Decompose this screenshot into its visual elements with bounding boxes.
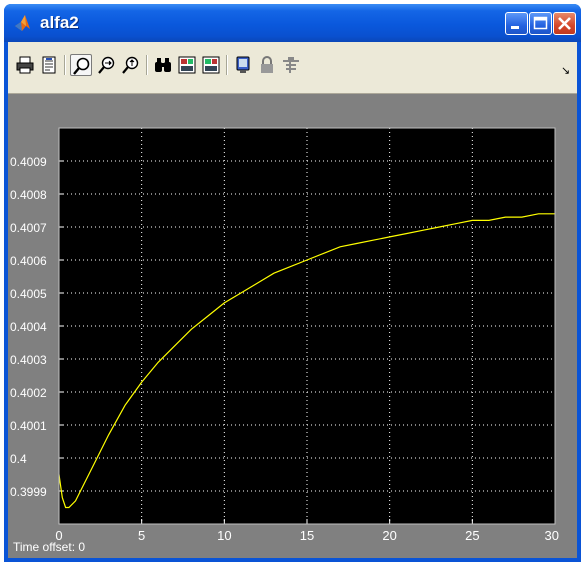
close-icon <box>558 17 571 30</box>
toolbar-dock-arrow-icon[interactable]: ↘ <box>561 65 571 77</box>
lock-axes-button[interactable] <box>256 54 278 76</box>
floating-scope-button[interactable] <box>232 54 254 76</box>
toolbar-separator <box>146 55 148 75</box>
x-tick-label: 25 <box>465 528 479 543</box>
scope-plot-area: 0 5 10 15 20 25 30 0.3999 0.4 0.4001 0.4002 0.4003 0… <box>8 94 577 558</box>
y-tick-label: 0.4006 <box>10 254 47 268</box>
printer-icon <box>16 56 34 74</box>
zoom-x-button[interactable] <box>96 54 118 76</box>
signal-selector-icon <box>283 57 299 73</box>
y-tick-label: 0.4009 <box>10 155 47 169</box>
y-tick-label: 0.4003 <box>10 353 47 367</box>
save-axes-button[interactable] <box>176 54 198 76</box>
x-tick-label: 10 <box>217 528 231 543</box>
series-line <box>58 213 555 509</box>
y-tick-label: 0.4002 <box>10 386 47 400</box>
maximize-button[interactable] <box>529 12 552 35</box>
autoscale-button[interactable] <box>152 54 174 76</box>
title-bar[interactable]: alfa2 <box>4 4 581 42</box>
x-tick-label: 5 <box>138 528 145 543</box>
matlab-logo-icon <box>15 15 30 31</box>
scope-chart[interactable]: 0 5 10 15 20 25 30 0.3999 0.4 0.4001 0.4002 0.4003 0… <box>8 94 577 558</box>
toolbar-separator <box>226 55 228 75</box>
y-tick-label: 0.4004 <box>10 320 47 334</box>
y-tick-label: 0.4 <box>10 452 27 466</box>
zoom-y-icon <box>122 56 139 74</box>
print-button[interactable] <box>14 54 36 76</box>
maximize-icon <box>533 16 548 30</box>
parameters-icon <box>42 56 56 74</box>
floating-scope-icon <box>236 56 250 73</box>
minimize-button[interactable] <box>505 12 528 35</box>
y-tick-label: 0.4007 <box>10 221 47 235</box>
lock-icon <box>261 56 273 73</box>
y-tick-label: 0.3999 <box>10 485 47 499</box>
time-offset-value: 0 <box>78 540 86 554</box>
binoculars-icon <box>155 58 171 72</box>
x-tick-label: 15 <box>300 528 314 543</box>
signal-selector-button[interactable] <box>280 54 302 76</box>
toolbar-separator <box>64 55 66 75</box>
y-tick-label: 0.4008 <box>10 188 47 202</box>
zoom-button[interactable] <box>70 54 92 76</box>
plot-frame <box>58 127 556 525</box>
scope-client-area: ↘ 0 5 10 15 20 25 30 0.3999 0.4 0.4001 0.4002 0.400… <box>8 42 577 558</box>
zoom-x-icon <box>98 56 115 74</box>
zoom-magnifier-icon <box>73 57 90 75</box>
x-tick-label: 20 <box>382 528 396 543</box>
restore-axes-icon <box>202 56 220 74</box>
close-button[interactable] <box>553 12 576 35</box>
window-title: alfa2 <box>40 13 79 32</box>
restore-axes-button[interactable] <box>200 54 222 76</box>
x-tick-label: 30 <box>545 528 559 543</box>
parameters-button[interactable] <box>38 54 60 76</box>
time-offset-label: Time offset: 0 <box>13 540 86 554</box>
toolbar: ↘ <box>8 42 577 94</box>
x-tick-label: 0 <box>55 528 62 543</box>
scope-window: alfa2 <box>4 4 581 562</box>
y-tick-label: 0.4005 <box>10 287 47 301</box>
zoom-y-button[interactable] <box>120 54 142 76</box>
y-tick-label: 0.4001 <box>10 419 47 433</box>
minimize-icon <box>511 26 519 29</box>
save-axes-icon <box>178 56 196 74</box>
